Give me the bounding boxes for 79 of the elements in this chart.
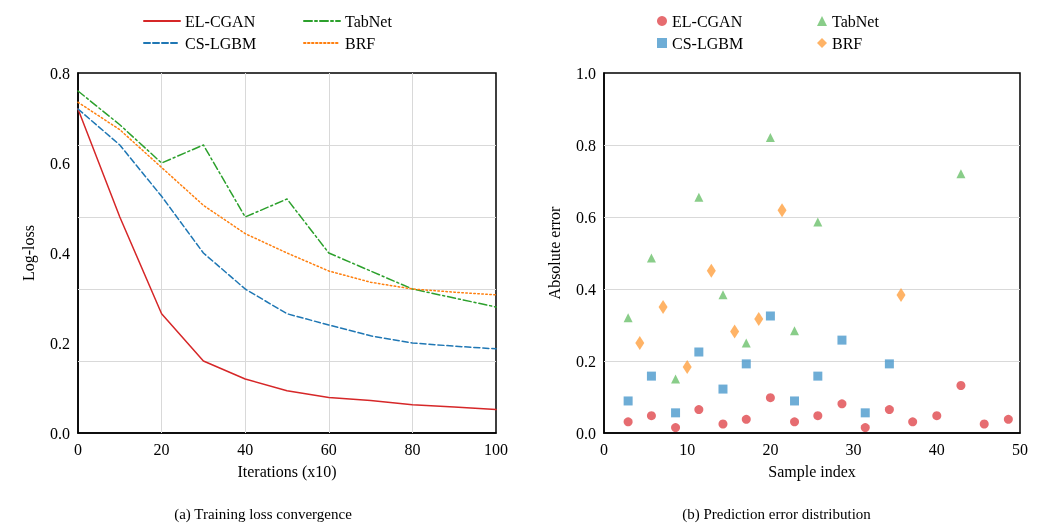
point xyxy=(623,396,633,406)
point xyxy=(741,359,751,369)
point xyxy=(884,405,894,415)
point xyxy=(908,417,918,427)
y-tick-label: 0.4 xyxy=(50,244,70,262)
point xyxy=(813,217,823,227)
x-tick-label: 30 xyxy=(845,440,862,458)
x-tick-label: 100 xyxy=(484,440,508,458)
x-tick-label: 80 xyxy=(404,440,421,458)
point xyxy=(623,417,633,427)
point xyxy=(813,371,823,381)
point xyxy=(765,393,775,403)
point xyxy=(813,411,823,421)
x-tick-label: 20 xyxy=(762,440,779,458)
point xyxy=(646,253,656,263)
point xyxy=(837,399,847,409)
point xyxy=(635,336,645,350)
point xyxy=(671,374,681,384)
x-tick-label: 40 xyxy=(237,440,254,458)
legend-label: EL-CGAN xyxy=(185,12,256,30)
point xyxy=(790,326,800,336)
point xyxy=(932,411,942,421)
y-tick-label: 1.0 xyxy=(576,64,596,82)
point xyxy=(1003,414,1013,424)
y-tick-label: 0.2 xyxy=(576,352,596,370)
x-tick-label: 0 xyxy=(74,440,82,458)
line-series xyxy=(77,108,497,350)
legend-label: TabNet xyxy=(832,12,880,30)
legend-label: CS-LGBM xyxy=(185,34,257,52)
y-axis-title: Log-loss xyxy=(19,225,38,281)
text: (a) Training loss convergence xyxy=(174,505,353,523)
legend-label: TabNet xyxy=(345,12,393,30)
point xyxy=(741,414,751,424)
point xyxy=(956,169,966,179)
point xyxy=(765,311,775,321)
point xyxy=(741,338,751,348)
legend-label: EL-CGAN xyxy=(672,12,743,30)
legend-label: BRF xyxy=(345,34,376,52)
y-tick-label: 0.8 xyxy=(576,136,596,154)
point xyxy=(658,300,668,314)
point xyxy=(837,335,847,345)
x-tick-label: 20 xyxy=(153,440,170,458)
text: (b) Prediction error distribution xyxy=(682,505,872,523)
x-tick-label: 0 xyxy=(600,440,608,458)
y-tick-label: 0.8 xyxy=(50,64,70,82)
point xyxy=(646,411,656,421)
x-axis-title: Sample index xyxy=(768,462,856,481)
point xyxy=(671,408,681,418)
point xyxy=(765,132,775,142)
y-tick-label: 0.6 xyxy=(50,154,70,172)
point xyxy=(790,417,800,427)
y-axis-title: Absolute error xyxy=(545,205,563,300)
y-tick-label: 0.4 xyxy=(576,280,596,298)
point xyxy=(884,359,894,369)
x-tick-label: 10 xyxy=(679,440,696,458)
point xyxy=(694,192,704,202)
point xyxy=(979,419,989,429)
y-tick-label: 0.0 xyxy=(50,424,70,442)
point xyxy=(646,371,656,381)
x-tick-label: 60 xyxy=(320,440,337,458)
y-tick-label: 0.0 xyxy=(576,424,596,442)
point xyxy=(790,396,800,406)
point xyxy=(694,405,704,415)
legend-label: CS-LGBM xyxy=(672,34,744,52)
point xyxy=(718,419,728,429)
x-tick-label: 40 xyxy=(928,440,945,458)
point xyxy=(860,408,870,418)
line-series xyxy=(77,108,497,411)
x-axis-title: Iterations (x10) xyxy=(237,462,337,481)
y-tick-label: 0.6 xyxy=(576,208,596,226)
point xyxy=(694,347,704,357)
point xyxy=(718,290,728,300)
point xyxy=(671,423,681,433)
point xyxy=(956,380,966,390)
point xyxy=(860,423,870,433)
point xyxy=(718,384,728,394)
legend-label: BRF xyxy=(832,34,863,52)
x-tick-label: 50 xyxy=(1012,440,1028,458)
y-tick-label: 0.2 xyxy=(50,334,70,352)
